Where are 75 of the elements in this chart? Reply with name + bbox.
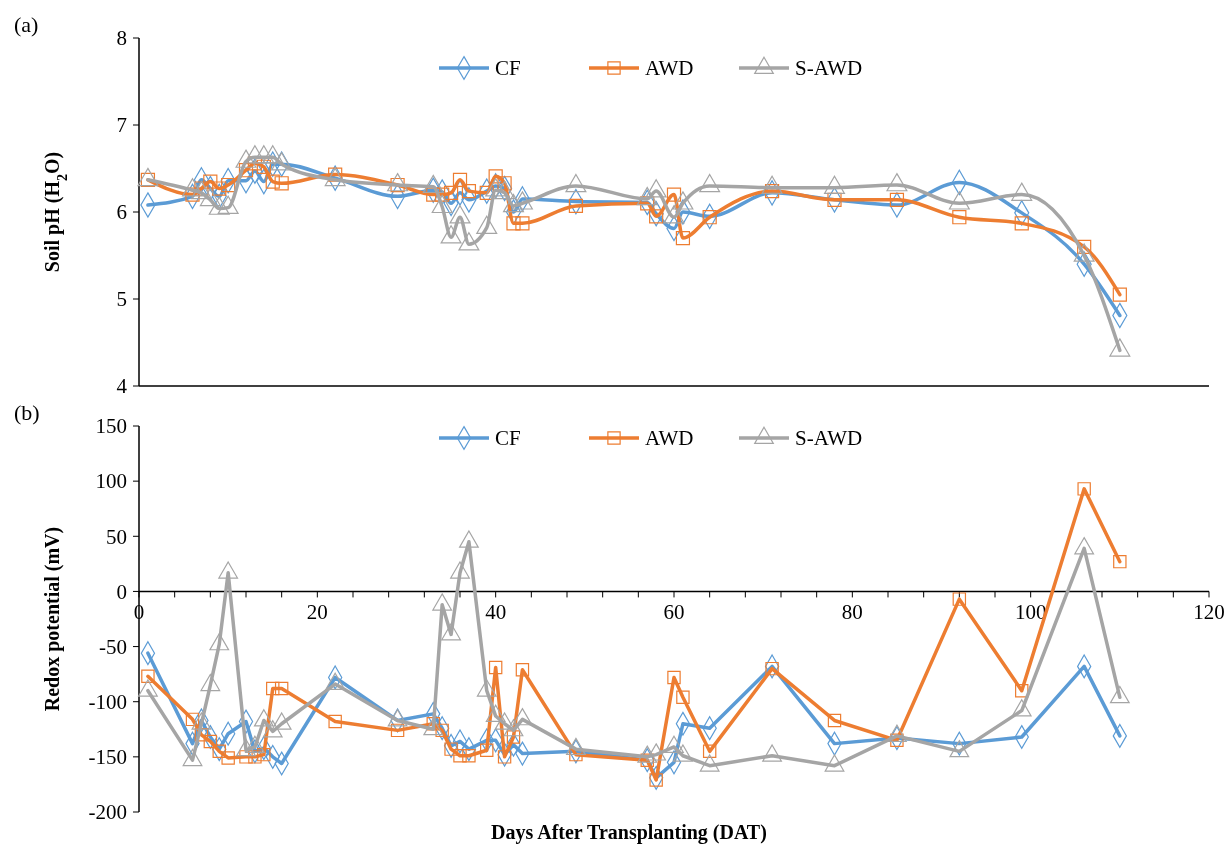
point (667, 670, 681, 685)
point (480, 743, 494, 757)
y-tick-label: 50 (106, 524, 127, 549)
point (890, 733, 904, 748)
point (274, 176, 289, 191)
point (702, 210, 717, 225)
point (239, 750, 253, 764)
point (443, 185, 459, 200)
point (1015, 683, 1029, 698)
x-tick-label: 40 (485, 600, 507, 625)
point (435, 723, 449, 738)
y-tick-label: -50 (99, 634, 127, 659)
legend-label: AWD (645, 426, 694, 451)
point (461, 184, 477, 199)
point (1113, 554, 1127, 569)
point (952, 592, 967, 606)
y-tick-label: -200 (88, 800, 127, 825)
legend-label: CF (495, 56, 521, 81)
text: (b) (14, 400, 40, 425)
point (452, 172, 468, 187)
point (203, 174, 218, 189)
legend-label: S-AWD (795, 426, 863, 451)
point (185, 712, 200, 727)
point (257, 747, 271, 762)
point (568, 198, 584, 214)
x-axis-title: Days After Transplanting (DAT) (491, 821, 767, 844)
point (952, 210, 967, 225)
point (390, 723, 405, 738)
point (1077, 482, 1091, 496)
point (203, 734, 218, 749)
x-tick-label: 120 (1193, 600, 1225, 625)
y-tick-label: -100 (88, 690, 127, 715)
y-tick-label: 8 (116, 26, 127, 51)
y-tick-label: 6 (116, 200, 127, 225)
point (506, 216, 521, 231)
legend-label: CF (495, 426, 521, 451)
point (515, 216, 530, 231)
y-axis-title: Redox potential (mV) (41, 526, 64, 712)
y-tick-label: -150 (88, 745, 127, 770)
point (666, 187, 682, 202)
point (497, 750, 512, 764)
text: (a) (14, 12, 39, 37)
point (221, 751, 235, 765)
point (435, 187, 450, 202)
x-tick-label: 60 (663, 600, 685, 625)
point (506, 730, 521, 744)
point (266, 681, 280, 696)
point (453, 749, 467, 763)
point (328, 714, 342, 729)
y-tick-label: 7 (116, 113, 127, 138)
point (702, 744, 717, 759)
point (212, 744, 226, 759)
point (256, 159, 271, 174)
point (141, 669, 155, 684)
point (1014, 216, 1029, 231)
point (1112, 287, 1127, 302)
x-tick-label: 80 (841, 600, 863, 625)
point (675, 230, 691, 246)
y-tick-label: 5 (116, 287, 127, 312)
y-tick-label: 4 (116, 374, 128, 399)
point (488, 169, 503, 184)
x-tick-label: 20 (306, 600, 328, 625)
y-tick-label: 100 (95, 469, 127, 494)
point (221, 177, 236, 193)
legend-label: AWD (645, 56, 694, 81)
point (827, 713, 842, 728)
point (889, 192, 905, 207)
y-tick-label: 150 (95, 414, 127, 439)
point (676, 690, 690, 705)
legend-label: S-AWD (795, 56, 863, 81)
point (274, 681, 289, 696)
point (515, 663, 530, 677)
point (265, 174, 280, 189)
y-tick-label: 0 (116, 579, 127, 604)
point (488, 660, 503, 675)
